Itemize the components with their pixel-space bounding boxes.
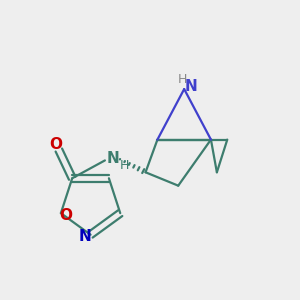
Text: O: O: [49, 137, 62, 152]
Text: O: O: [60, 208, 73, 223]
Text: N: N: [107, 151, 120, 166]
Text: H: H: [178, 73, 188, 86]
Text: N: N: [79, 229, 92, 244]
Text: H: H: [119, 159, 129, 172]
Text: N: N: [184, 79, 197, 94]
